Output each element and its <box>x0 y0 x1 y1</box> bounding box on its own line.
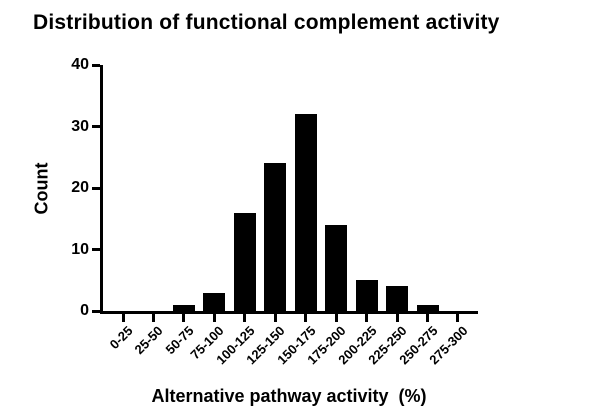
y-axis-title-text: Count <box>31 162 52 214</box>
x-tick <box>365 314 369 322</box>
y-tick <box>92 248 100 251</box>
bar <box>233 212 256 311</box>
y-tick <box>92 63 100 67</box>
plot-area: 0 10 20 30 40 0-25 25-50 50-75 75-100 100-125 125-… <box>71 56 478 367</box>
bar <box>294 114 317 311</box>
y-tick-label: 30 <box>71 117 89 135</box>
chart-title: Distribution of functional complement ac… <box>33 11 500 34</box>
bar <box>325 224 348 311</box>
bar <box>264 163 287 311</box>
bar <box>416 304 439 311</box>
x-tick <box>426 314 429 322</box>
bar <box>355 280 378 311</box>
y-tick <box>92 309 100 313</box>
x-tick <box>212 314 216 322</box>
y-tick-label: 0 <box>80 302 89 319</box>
x-tick <box>395 314 399 322</box>
y-tick-label: 40 <box>71 56 89 73</box>
y-tick <box>92 186 100 190</box>
x-tick <box>456 314 460 322</box>
bar <box>386 286 409 311</box>
x-tick <box>182 314 186 322</box>
x-tick <box>151 314 155 322</box>
x-tick <box>273 314 277 322</box>
y-tick <box>92 125 100 128</box>
bar <box>203 292 226 311</box>
y-tick-label: 10 <box>71 240 89 258</box>
x-axis-title: Alternative pathway activity (%) <box>151 386 427 406</box>
bar <box>172 304 195 311</box>
y-tick-label: 20 <box>71 179 89 196</box>
x-tick <box>304 314 308 322</box>
x-tick <box>334 314 338 322</box>
x-tick <box>243 314 247 322</box>
x-tick <box>121 314 125 322</box>
y-axis-title: Count <box>30 65 54 311</box>
